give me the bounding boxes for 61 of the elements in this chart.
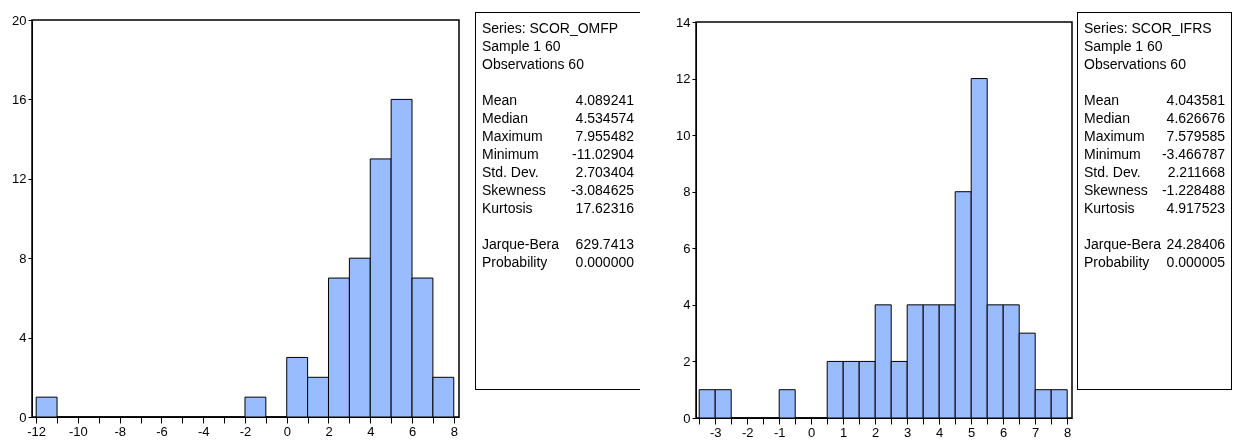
x-tick-label: 6 <box>1000 424 1008 440</box>
text: Kurtosis 17.62316 <box>482 200 634 216</box>
x-tick-label: 0 <box>283 423 291 439</box>
text: Skewness -1.228488 <box>1084 181 1225 199</box>
y-tick-label: 20 <box>12 12 27 28</box>
x-tick-label: 1 <box>840 424 848 440</box>
y-tick-label: 2 <box>683 353 691 369</box>
y-tick-label: 6 <box>683 240 691 256</box>
text: Series: SCOR_OMFP <box>482 19 620 37</box>
text: Minimum -11.02904 <box>482 146 634 162</box>
text: Observations 60 <box>482 55 585 73</box>
x-tick-label: -2 <box>239 423 252 439</box>
text: Median 4.626676 <box>1084 110 1225 126</box>
x-tick-label: -1 <box>773 424 786 440</box>
y-tick-label: 0 <box>19 409 27 425</box>
x-tick-label: -4 <box>197 423 210 439</box>
x-tick-label: -6 <box>156 423 168 439</box>
x-tick-label: 8 <box>450 423 458 439</box>
text: Observations 60 <box>1084 55 1187 73</box>
text: Maximum 7.955482 <box>482 128 634 144</box>
x-tick-label: 6 <box>408 423 417 439</box>
x-tick-label: 7 <box>1032 424 1040 440</box>
y-tick-label: 0 <box>683 410 691 426</box>
x-tick-label: 2 <box>872 424 880 440</box>
text: Jarque-Bera 24.28406 <box>1084 235 1225 253</box>
text: Std. Dev. 2.211668 <box>1084 164 1225 180</box>
text: Mean 4.043581 <box>1084 92 1225 108</box>
x-tick-label: 3 <box>904 424 912 440</box>
text: Mean 4.089241 <box>482 92 634 108</box>
x-tick-label: 4 <box>367 423 375 439</box>
x-tick-label: 4 <box>936 424 944 440</box>
text: Probability 0.000005 <box>1084 254 1225 270</box>
text: Maximum 7.579585 <box>1084 128 1225 144</box>
y-tick-label: 16 <box>12 91 27 107</box>
y-tick-label: 14 <box>676 14 691 30</box>
text: Probability 0.000000 <box>482 254 634 270</box>
x-tick-label: 8 <box>1064 424 1072 440</box>
text: Jarque-Bera 629.7413 <box>482 235 634 253</box>
text: Sample 1 60 <box>1084 37 1164 55</box>
y-tick-label: 8 <box>683 184 691 200</box>
x-tick-label: -8 <box>114 423 126 439</box>
x-tick-label: -3 <box>709 424 722 440</box>
x-tick-label: 5 <box>968 424 976 440</box>
text: Std. Dev. 2.703404 <box>482 164 634 180</box>
text: Kurtosis 4.917523 <box>1084 200 1225 216</box>
y-tick-label: 10 <box>676 127 691 143</box>
y-tick-label: 12 <box>12 171 27 187</box>
y-tick-label: 4 <box>19 330 27 346</box>
x-tick-label: -10 <box>69 423 88 439</box>
text: Sample 1 60 <box>482 37 562 55</box>
x-tick-label: 0 <box>808 424 816 440</box>
text: Minimum -3.466787 <box>1084 146 1225 162</box>
x-tick-label: 2 <box>325 423 333 439</box>
text: Median 4.534574 <box>482 110 634 126</box>
text: Skewness -3.084625 <box>482 182 634 198</box>
x-tick-label: -12 <box>27 423 47 439</box>
x-tick-label: -2 <box>741 424 754 440</box>
text: Series: SCOR_IFRS <box>1084 19 1213 37</box>
y-tick-label: 8 <box>19 250 27 266</box>
y-tick-label: 4 <box>683 297 691 313</box>
y-tick-label: 12 <box>676 71 691 87</box>
